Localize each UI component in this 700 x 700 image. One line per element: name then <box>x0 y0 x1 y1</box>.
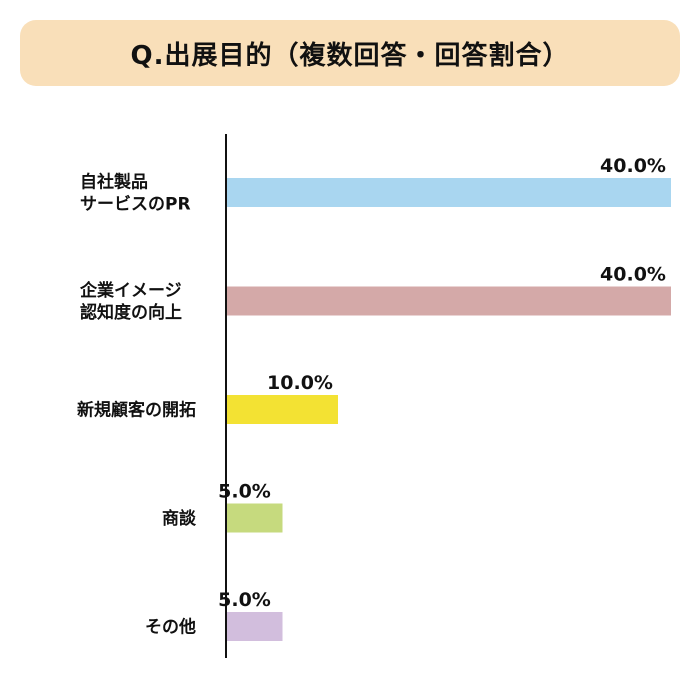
category-label-4: その他 <box>145 617 196 638</box>
bar-1 <box>227 286 671 316</box>
category-label-0: 自社製品サービスのPR <box>80 172 191 215</box>
category-label-1: 企業イメージ認知度の向上 <box>79 280 182 323</box>
bar-4 <box>227 612 283 641</box>
category-label-2: 新規顧客の開拓 <box>77 400 196 421</box>
bar-2 <box>227 395 338 424</box>
category-label-3: 商談 <box>162 508 197 529</box>
chart-title: Q.出展目的（複数回答・回答割合） <box>130 40 570 71</box>
value-label-3: 5.0% <box>218 481 271 503</box>
value-label-2: 10.0% <box>267 372 333 394</box>
value-label-4: 5.0% <box>218 589 271 611</box>
value-label-1: 40.0% <box>600 264 666 286</box>
bar-3 <box>227 503 283 533</box>
title-banner: Q.出展目的（複数回答・回答割合） <box>20 20 680 86</box>
value-label-0: 40.0% <box>600 155 666 177</box>
bar-0 <box>227 178 671 207</box>
